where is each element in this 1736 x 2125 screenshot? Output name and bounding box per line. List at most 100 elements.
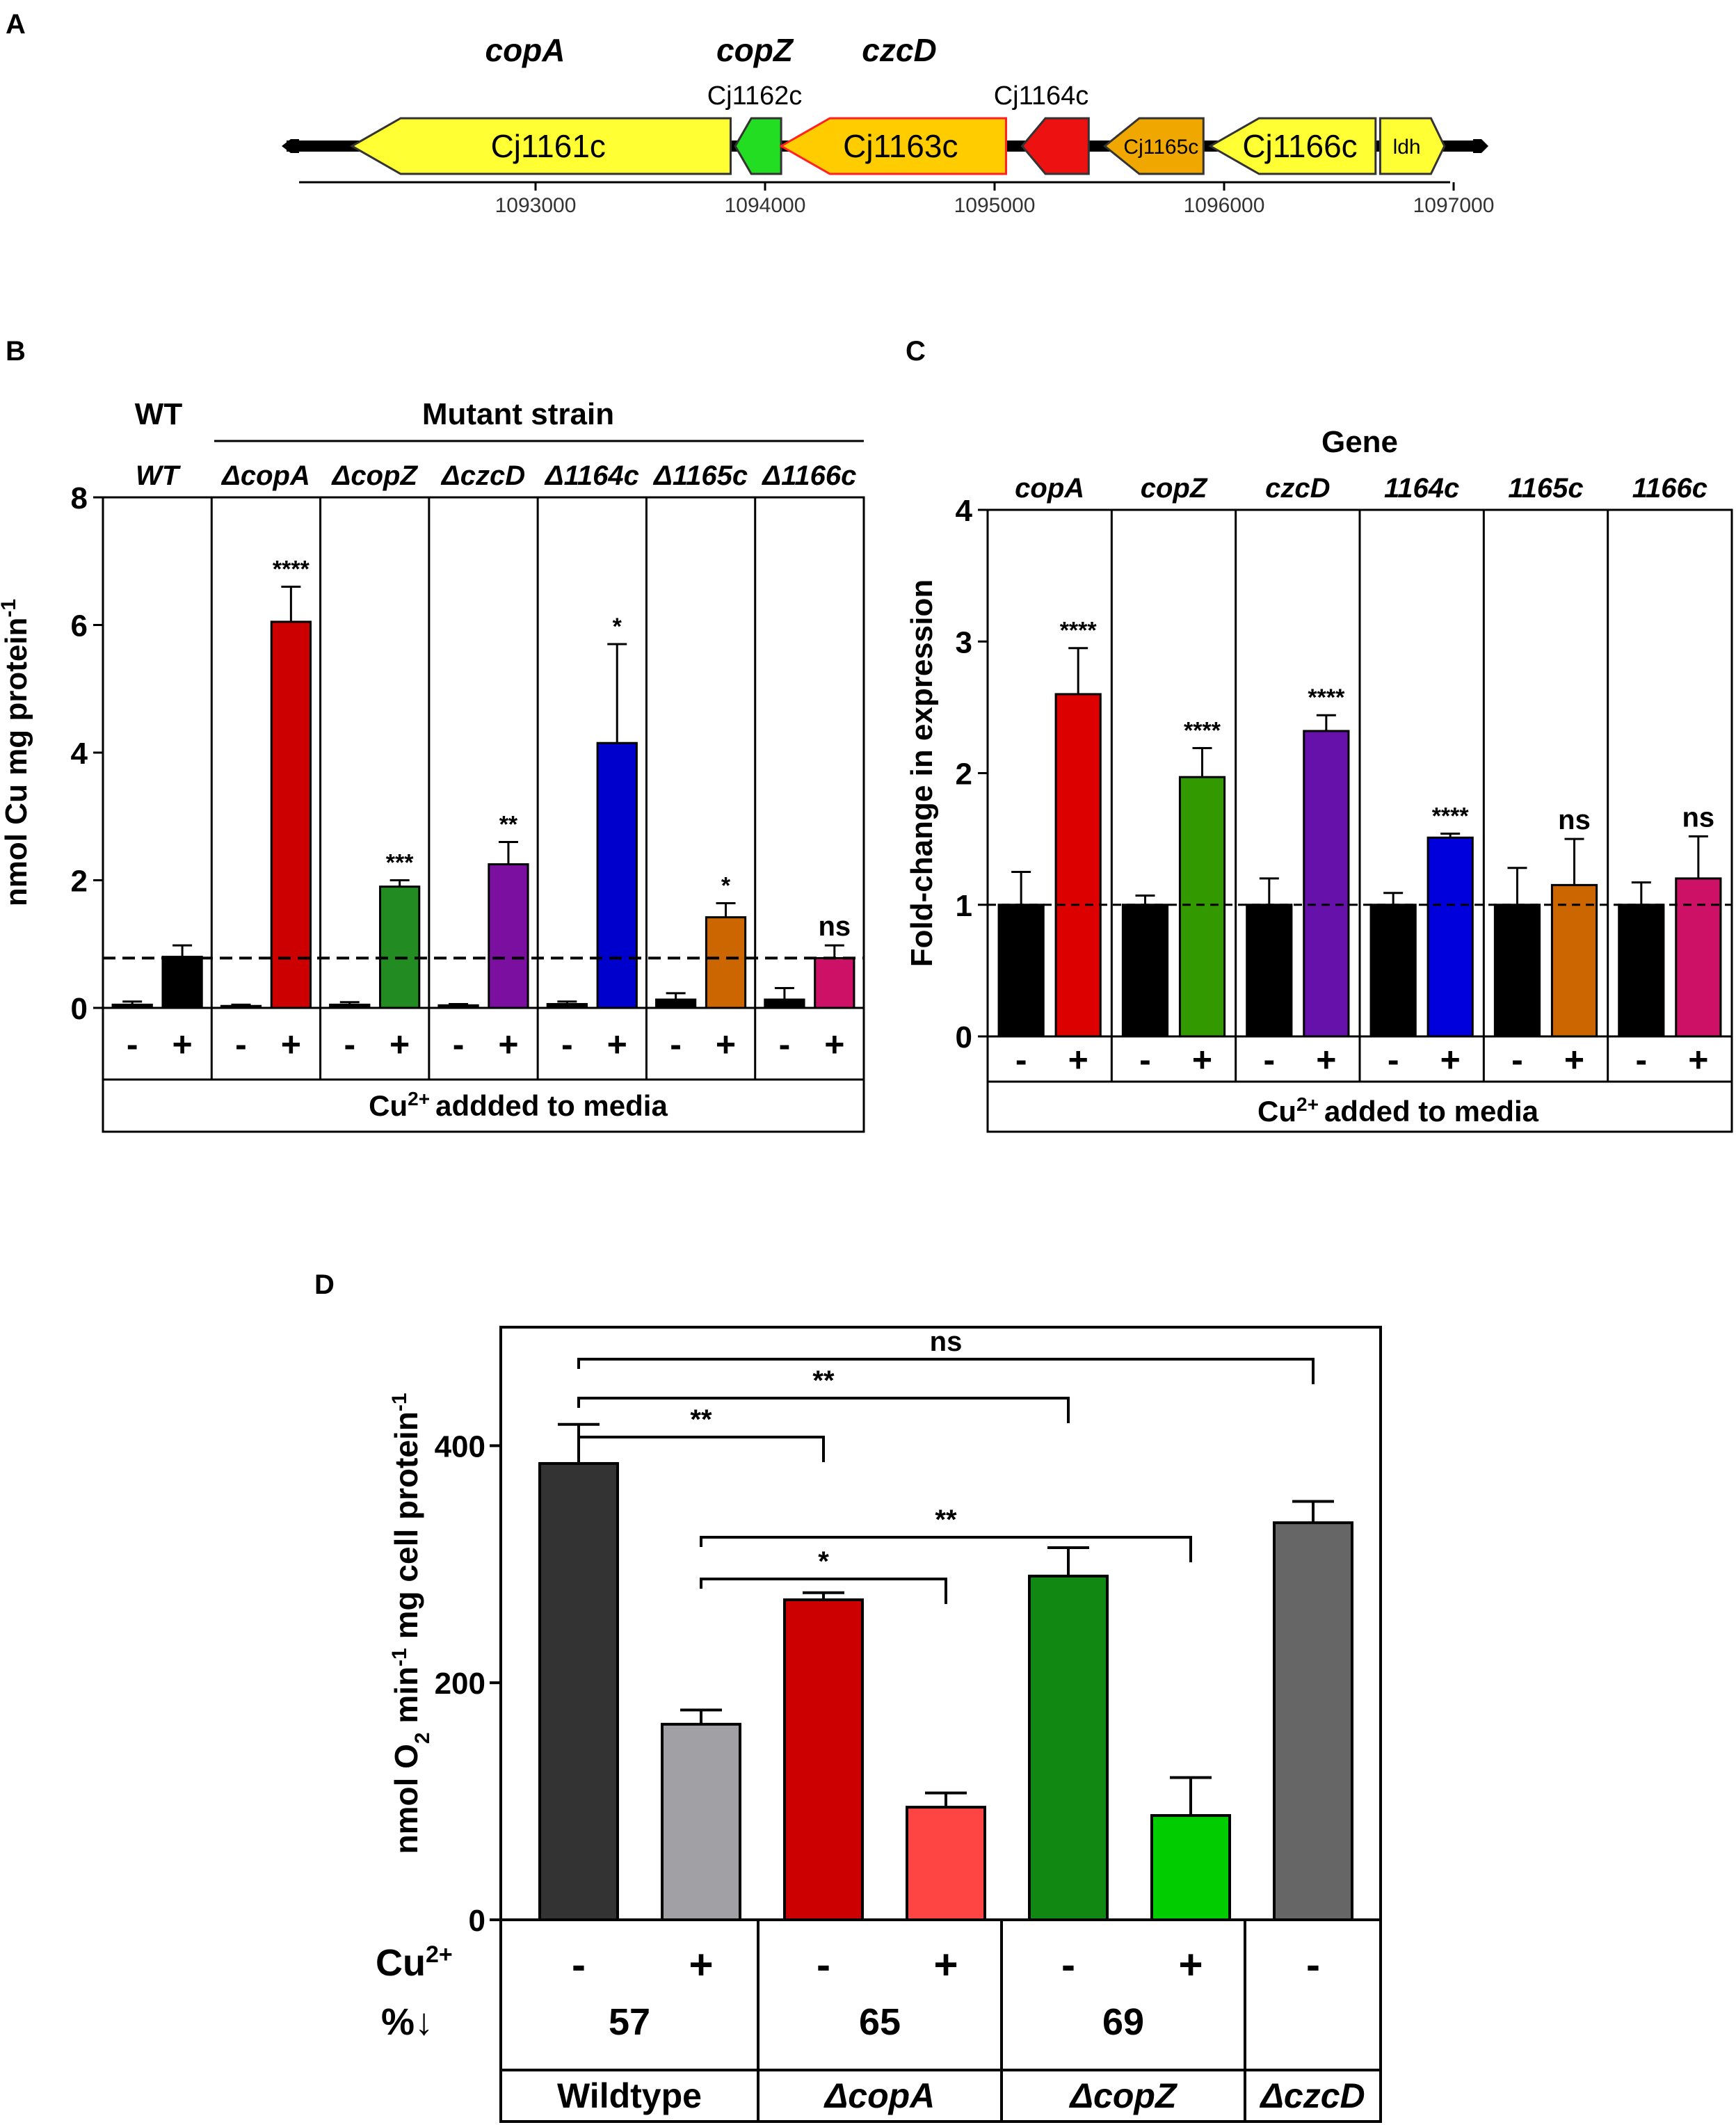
cu-sign: - <box>817 1941 830 1988</box>
xlabel-frame <box>102 1078 865 1133</box>
y-tick-label: 4 <box>956 494 973 528</box>
y-axis-label: nmol O2 min-1 mg cell protein-1 <box>388 1393 434 1854</box>
significance-label: **** <box>1184 718 1221 744</box>
significance-label: **** <box>1060 618 1098 644</box>
cu-sign: - <box>670 1025 682 1064</box>
bar <box>764 998 805 1009</box>
bar <box>546 1002 588 1009</box>
gene-name-copZ: copZ <box>716 32 794 68</box>
wt-header: WT <box>135 397 183 431</box>
bar <box>705 916 747 1009</box>
cu-sign: + <box>716 1025 736 1064</box>
locus-label-cj1164c: Cj1164c <box>994 81 1089 111</box>
bar <box>1150 1814 1231 1922</box>
gene-label-Cj1165c: Cj1165c <box>1123 136 1198 159</box>
group-label-copZ: copZ <box>1141 473 1208 504</box>
bar <box>111 1003 153 1009</box>
cu-sign: + <box>1564 1041 1584 1080</box>
y-tick-label: 200 <box>435 1667 485 1701</box>
locus-label-cj1162c: Cj1162c <box>707 81 803 111</box>
group-label-1166c: Δ1166c <box>761 460 856 491</box>
bar <box>1028 1574 1109 1922</box>
bar <box>161 956 203 1009</box>
comparison-bracket <box>700 1536 1192 1562</box>
cu-sign: + <box>1178 1941 1203 1988</box>
coordinate-tick-label: 1093000 <box>495 194 577 217</box>
bar <box>488 863 529 1009</box>
significance-label: ns <box>1558 805 1591 835</box>
comparison-bracket <box>700 1578 947 1604</box>
y-axis-label: Fold-change in expression <box>905 579 939 967</box>
strain-label: Wildtype <box>557 2076 702 2115</box>
cu-sign: - <box>344 1025 355 1064</box>
y-tick-label: 0 <box>71 992 88 1026</box>
bar <box>814 956 855 1009</box>
mutant-strain-header: Mutant strain <box>422 397 614 431</box>
group-label-copA: ΔcopA <box>220 460 310 491</box>
bar <box>220 1004 262 1009</box>
group-label-copA: copA <box>1015 473 1084 504</box>
cu-sign: - <box>235 1025 247 1064</box>
cu-sign: - <box>1635 1041 1647 1080</box>
cu-sign: + <box>1316 1041 1336 1080</box>
coordinate-tick-label: 1096000 <box>1184 194 1265 217</box>
gene-label-Cj1166c: Cj1166c <box>1242 128 1357 164</box>
gene-label-Cj1163c: Cj1163c <box>843 128 958 164</box>
chart-c: 0 1 2 3 4 Fold-change in expression copA - **** +… <box>905 473 1733 1133</box>
significance-label: ** <box>499 811 518 837</box>
group-label-1165c: Δ1165c <box>652 460 748 491</box>
cu-sign: - <box>1139 1041 1151 1080</box>
cu-sign: - <box>1511 1041 1523 1080</box>
cu-sign: + <box>1068 1041 1088 1080</box>
cu-sign: + <box>1192 1041 1212 1080</box>
comparison-bracket <box>577 1358 1315 1384</box>
backbone-end-right <box>1473 139 1488 153</box>
y-tick-label: 4 <box>71 737 88 771</box>
group-label-copZ: ΔcopZ <box>331 460 419 491</box>
panel-d-label: D <box>314 1269 335 1300</box>
bar <box>1303 730 1350 1038</box>
strain-label: ΔcopA <box>823 2076 935 2115</box>
gene-arrow-Cj1161c <box>349 117 732 175</box>
cu-sign: + <box>172 1025 192 1064</box>
group-label-czcD: czcD <box>1265 473 1330 504</box>
c-xlabel: Cu2+ added to media <box>1257 1093 1539 1128</box>
gene-label-ldh: ldh <box>1393 136 1421 159</box>
gene-arrow-ldh <box>1379 117 1446 175</box>
bar <box>1493 904 1541 1038</box>
d-row-pct-label: %↓ <box>381 2001 433 2043</box>
b-xlabel: Cu2+ addded to media <box>369 1088 668 1123</box>
gene-arrow-Cj1165c <box>1103 117 1205 175</box>
bar <box>538 1461 619 1921</box>
d-row-cu-label: Cu2+ <box>376 1941 453 1984</box>
cu-sign: - <box>779 1025 791 1064</box>
bar <box>1246 904 1293 1038</box>
bar <box>654 998 697 1009</box>
bar <box>270 620 312 1009</box>
backbone-end-left <box>282 139 299 153</box>
significance-label: **** <box>1308 684 1345 711</box>
group-label-czcD: ΔczcD <box>440 460 525 491</box>
comparison-label: ns <box>930 1326 963 1357</box>
group-label-1165c: 1165c <box>1508 473 1583 504</box>
percent-decrease-value: 57 <box>609 2001 650 2043</box>
panel-c-label: C <box>906 336 926 367</box>
cu-sign: + <box>281 1025 301 1064</box>
significance-label: * <box>613 614 622 640</box>
cu-sign: + <box>933 1941 958 1988</box>
cu-sign: + <box>498 1025 518 1064</box>
cu-sign: + <box>1440 1041 1461 1080</box>
coordinate-tick-label: 1094000 <box>725 194 806 217</box>
y-tick-label: 8 <box>71 481 88 515</box>
bar <box>1618 904 1665 1038</box>
coordinate-tick-label: 1095000 <box>954 194 1036 217</box>
comparison-label: * <box>818 1546 829 1577</box>
bar <box>437 1004 479 1009</box>
cu-sign: - <box>1015 1041 1027 1080</box>
coordinate-tick-label: 1097000 <box>1413 194 1495 217</box>
gene-name-czcD: czcD <box>862 32 936 68</box>
significance-label: ns <box>818 911 851 942</box>
significance-label: **** <box>1432 803 1470 830</box>
